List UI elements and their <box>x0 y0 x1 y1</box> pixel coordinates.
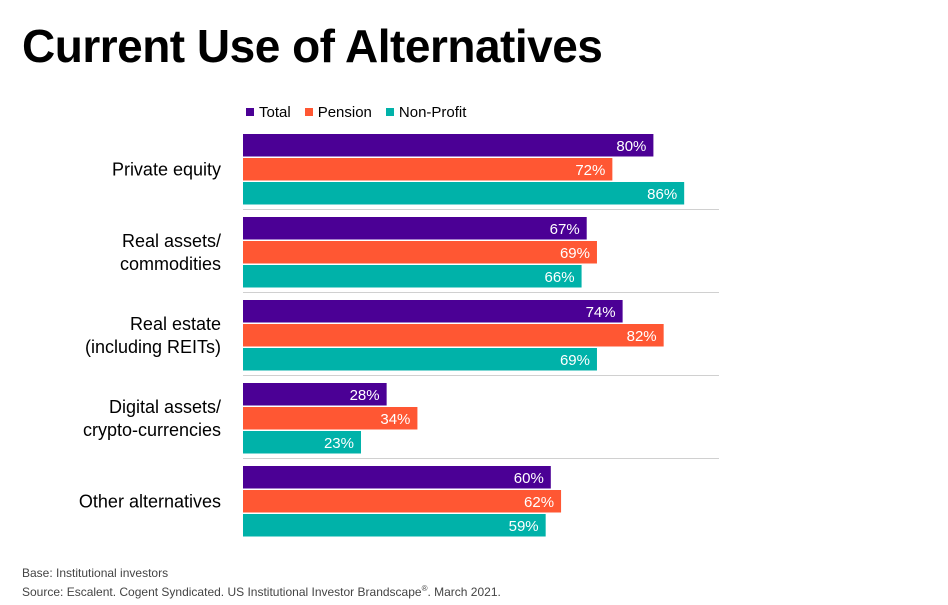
bar-pension-other-alternatives <box>243 490 562 513</box>
bar-total-other-alternatives <box>243 466 551 489</box>
bar-total-real-assets-commodities <box>243 217 587 240</box>
category-label-digital-assets-crypto-currencies: Digital assets/ <box>109 397 221 417</box>
category-label-digital-assets-crypto-currencies: crypto-currencies <box>83 420 221 440</box>
chart-legend: Total Pension Non-Profit <box>246 102 480 122</box>
bar-pension-real-assets-commodities <box>243 241 597 264</box>
data-label-total-real-assets-commodities: 67% <box>550 221 580 238</box>
bar-total-private-equity <box>243 134 654 157</box>
legend-item-non-profit: Non-Profit <box>385 103 467 121</box>
data-label-pension-real-estate-including-reits: 82% <box>627 328 657 345</box>
bar-pension-real-estate-including-reits <box>243 324 664 347</box>
source-text: Source: Escalent. Cogent Syndicated. US … <box>22 585 422 599</box>
legend-label-pension: Pension <box>317 103 372 121</box>
bar-non-profit-private-equity <box>243 182 685 205</box>
legend-label-total: Total <box>259 103 291 121</box>
category-label-private-equity: Private equity <box>112 159 221 179</box>
category-label-real-estate-including-reits: Real estate <box>130 314 221 334</box>
bar-non-profit-other-alternatives <box>243 514 546 537</box>
data-label-pension-real-assets-commodities: 69% <box>560 245 590 262</box>
source-tail: . March 2021. <box>427 585 501 599</box>
data-label-total-private-equity: 80% <box>616 138 646 155</box>
legend-label-non-profit: Non-Profit <box>398 103 467 121</box>
data-label-non-profit-private-equity: 86% <box>647 186 677 203</box>
data-label-non-profit-other-alternatives: 59% <box>509 518 539 535</box>
bar-non-profit-real-assets-commodities <box>243 265 582 288</box>
category-label-real-assets-commodities: Real assets/ <box>122 231 221 251</box>
category-label-real-assets-commodities: commodities <box>120 254 221 274</box>
data-label-total-other-alternatives: 60% <box>514 470 544 487</box>
bar-non-profit-real-estate-including-reits <box>243 348 597 371</box>
data-label-pension-digital-assets-crypto-currencies: 34% <box>380 411 410 428</box>
data-label-non-profit-real-estate-including-reits: 69% <box>560 352 590 369</box>
data-label-non-profit-real-assets-commodities: 66% <box>545 269 575 286</box>
legend-item-total: Total <box>246 104 291 121</box>
bar-total-real-estate-including-reits <box>243 300 623 323</box>
legend-swatch-total <box>246 108 254 116</box>
data-label-pension-other-alternatives: 62% <box>524 494 554 511</box>
registered-mark: ® <box>421 584 428 593</box>
data-label-non-profit-digital-assets-crypto-currencies: 23% <box>324 435 354 452</box>
bar-non-profit-digital-assets-crypto-currencies <box>243 431 361 454</box>
data-label-total-digital-assets-crypto-currencies: 28% <box>350 387 380 404</box>
bar-total-digital-assets-crypto-currencies <box>243 383 387 406</box>
data-label-total-real-estate-including-reits: 74% <box>586 304 616 321</box>
data-label-pension-private-equity: 72% <box>575 162 605 179</box>
page-title: Current Use of Alternatives <box>22 20 603 72</box>
category-label-real-estate-including-reits: (including REITs) <box>85 337 221 357</box>
bar-pension-digital-assets-crypto-currencies <box>243 407 418 430</box>
legend-item-pension: Pension <box>304 103 372 121</box>
legend-swatch-non-profit <box>385 108 394 116</box>
legend-swatch-pension <box>304 108 313 116</box>
footnote-source: Source: Escalent. Cogent Syndicated. US … <box>22 581 501 600</box>
category-label-other-alternatives: Other alternatives <box>79 491 221 511</box>
footnote-base: Base: Institutional investors <box>22 566 169 580</box>
bar-pension-private-equity <box>243 158 613 181</box>
